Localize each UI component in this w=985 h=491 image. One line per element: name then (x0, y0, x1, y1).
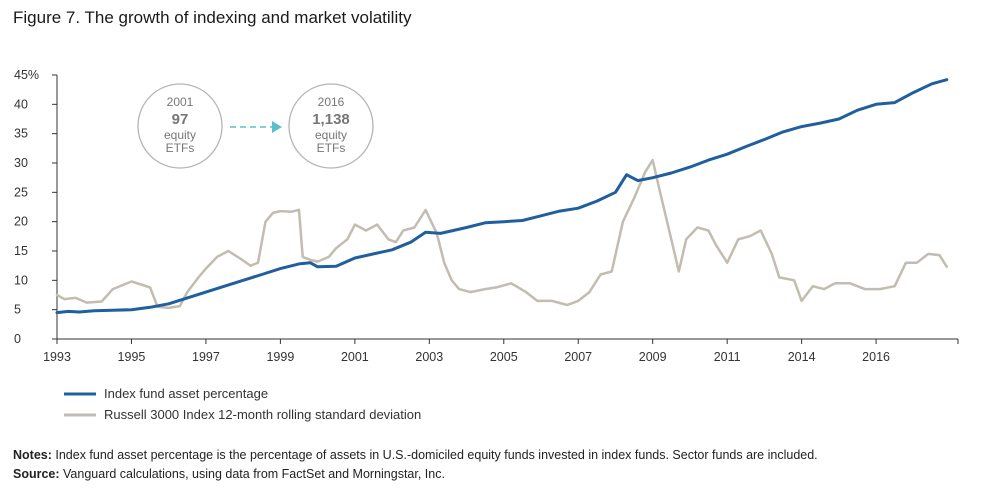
callout-2016-count: 1,138 (312, 111, 350, 128)
series-line-russell-volatility (55, 158, 949, 310)
series-line-index-fund (55, 78, 949, 315)
notes-text: Index fund asset percentage is the perce… (51, 448, 818, 462)
source-line: Source: Vanguard calculations, using dat… (13, 465, 973, 484)
y-tick-label: 5 (14, 303, 21, 317)
x-axis: 1993 1995 1997 1999 2001 2003 2005 2007 2009 2011… (43, 338, 959, 364)
callout-arrow-head (272, 121, 282, 133)
source-text: Vanguard calculations, using data from F… (59, 467, 445, 481)
callout-2016-line2: ETFs (317, 141, 346, 155)
y-tick-label: 10 (14, 273, 28, 287)
x-tick-label: 1995 (118, 350, 146, 364)
x-tick-label: 2007 (564, 350, 592, 364)
legend-label-russell: Russell 3000 Index 12-month rolling stan… (104, 407, 421, 422)
callout-2001-count: 97 (172, 111, 189, 128)
source-label: Source: (13, 467, 60, 481)
x-tick-label: 1993 (43, 350, 71, 364)
callout-2001-year: 2001 (167, 95, 194, 109)
y-tick-label: 40 (14, 97, 28, 111)
x-tick-label: 1999 (266, 350, 294, 364)
x-tick-label: 1997 (192, 350, 220, 364)
callout-2016-line1: equity (315, 128, 347, 142)
notes-label: Notes: (13, 448, 52, 462)
callout-2001-circle (137, 83, 223, 169)
chart-title: Figure 7. The growth of indexing and mar… (13, 8, 412, 27)
legend-label-index-fund: Index fund asset percentage (104, 386, 268, 401)
callout-2016: 2016 1,138 equity ETFs (288, 83, 374, 169)
x-tick-label: 2003 (415, 350, 443, 364)
x-tick-label: 2001 (341, 350, 369, 364)
callout-2016-year: 2016 (318, 95, 345, 109)
y-tick-label: 20 (14, 215, 28, 229)
notes-line: Notes: Index fund asset percentage is th… (13, 446, 973, 465)
x-tick-label: 2014 (788, 350, 816, 364)
y-tick-label: 35 (14, 127, 28, 141)
y-tick-label: 15 (14, 244, 28, 258)
y-tick-label: 30 (14, 156, 28, 170)
callout-2001: 2001 97 equity ETFs (137, 83, 223, 169)
callout-2001-line2: ETFs (166, 141, 195, 155)
x-tick-label: 2016 (862, 350, 890, 364)
callout-2001-line1: equity (164, 128, 196, 142)
y-tick-label: 25 (14, 185, 28, 199)
footnotes: Notes: Index fund asset percentage is th… (13, 446, 973, 484)
y-tick-label: 45% (14, 68, 39, 82)
series-layer (55, 78, 949, 315)
x-tick-label: 2011 (714, 350, 741, 364)
x-tick-label: 2005 (490, 350, 518, 364)
callout-arrow (230, 121, 282, 133)
callout-2016-circle (288, 83, 374, 169)
legend: Index fund asset percentage Russell 3000… (64, 386, 421, 422)
x-tick-label: 2009 (639, 350, 667, 364)
y-tick-label: 0 (14, 332, 21, 346)
y-axis: 45% 40 35 30 25 20 15 10 5 0 (14, 68, 58, 346)
